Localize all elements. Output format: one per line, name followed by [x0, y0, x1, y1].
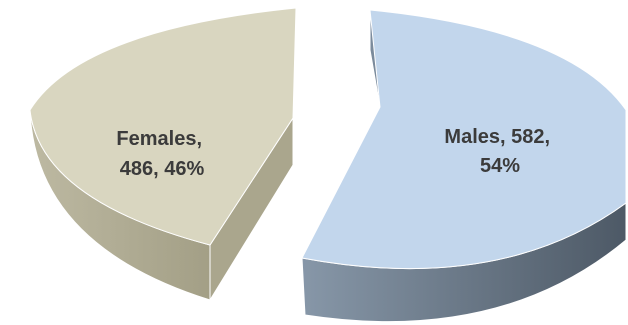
slice-males-label: Males, 582, 54%	[444, 126, 555, 177]
slice-males[interactable]: Males, 582, 54%	[301, 9, 627, 323]
slice-males-top	[301, 9, 627, 270]
slice-females-label: Females, 486, 46%	[116, 128, 207, 180]
slice-females-label-line2: 486, 46%	[120, 158, 205, 180]
slice-males-label-line2: 54%	[480, 155, 520, 177]
slice-females[interactable]: Females, 486, 46%	[29, 7, 297, 302]
slice-females-top	[29, 7, 297, 246]
slice-females-label-line1: Females,	[116, 128, 202, 150]
slice-males-label-line1: Males, 582,	[444, 126, 550, 148]
